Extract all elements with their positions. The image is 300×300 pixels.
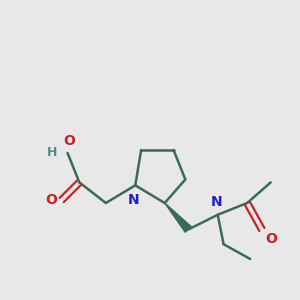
Polygon shape bbox=[165, 203, 191, 232]
Text: O: O bbox=[265, 232, 277, 246]
Text: O: O bbox=[45, 193, 57, 207]
Text: N: N bbox=[210, 196, 222, 209]
Text: H: H bbox=[47, 146, 57, 159]
Text: N: N bbox=[128, 193, 140, 207]
Text: O: O bbox=[63, 134, 75, 148]
